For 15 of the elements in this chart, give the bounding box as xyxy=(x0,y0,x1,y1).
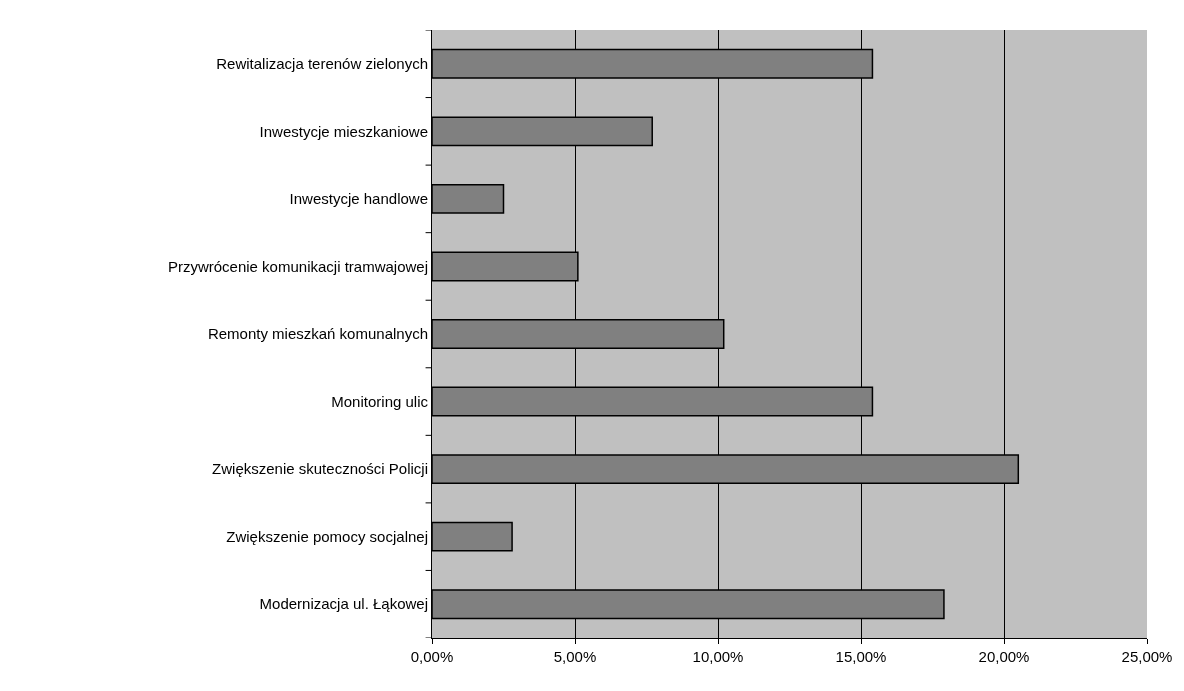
x-tick-label: 25,00% xyxy=(1121,648,1173,665)
y-tick-label: Inwestycje handlowe xyxy=(289,190,428,208)
x-tick-label: 10,00% xyxy=(692,648,744,665)
x-tick-label: 5,00% xyxy=(553,648,597,665)
y-tick-label: Monitoring ulic xyxy=(331,392,429,410)
y-tick-label: Inwestycje mieszkaniowe xyxy=(259,122,428,140)
y-tick-label: Modernizacja ul. Łąkowej xyxy=(259,595,428,613)
x-tick-label: 20,00% xyxy=(978,648,1030,665)
x-tick-label: 15,00% xyxy=(835,648,887,665)
y-tick-label: Remonty mieszkań komunalnych xyxy=(207,325,428,343)
y-tick-label: Rewitalizacja terenów zielonych xyxy=(216,55,428,73)
y-tick-label: Zwiększenie pomocy socjalnej xyxy=(226,527,428,545)
x-tick-label: 0,00% xyxy=(410,648,454,665)
y-tick-label: Zwiększenie skuteczności Policji xyxy=(212,460,428,478)
y-tick-label: Przywrócenie komunikacji tramwajowej xyxy=(167,257,428,275)
